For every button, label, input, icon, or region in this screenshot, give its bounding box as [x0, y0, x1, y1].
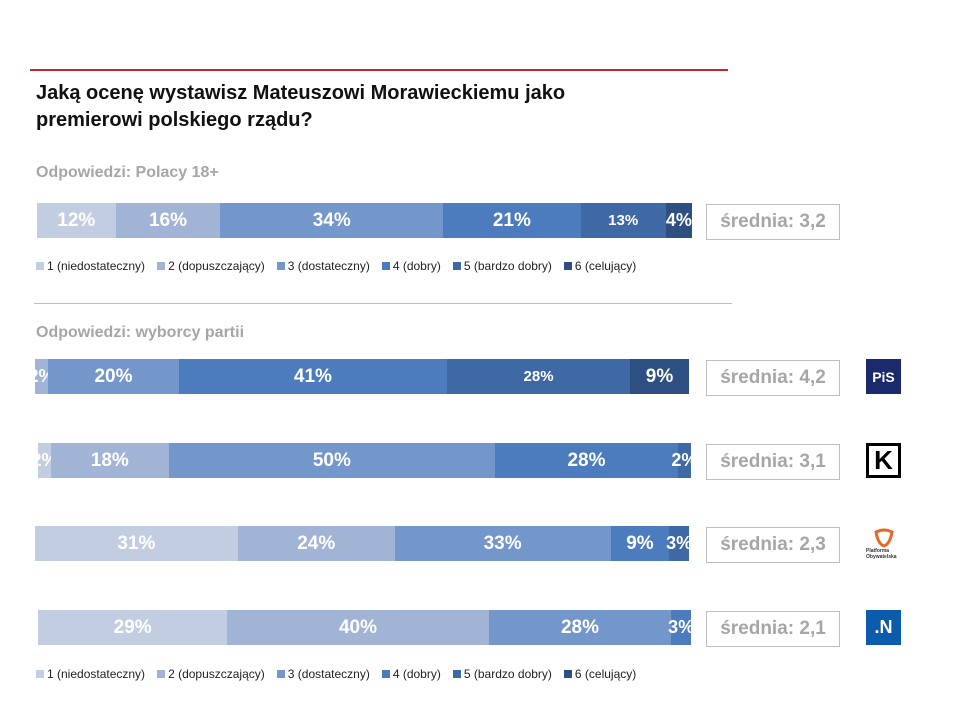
bar-segment-grade-3: 50% — [168, 443, 496, 478]
bar-segment-grade-2: 16% — [115, 203, 221, 238]
party-logo-platforma-obywatelska: Platforma Obywatelska — [866, 526, 901, 561]
legend-item-grade-2: 2 (dopuszczający) — [157, 259, 265, 273]
legend-label: 2 (dopuszczający) — [168, 667, 265, 681]
bar-segment-grade-5: 2% — [671, 443, 697, 478]
legend-swatch — [276, 262, 285, 270]
legend-label: 1 (niedostateczny) — [47, 667, 146, 681]
average-box: średnia: 3,1 — [706, 444, 840, 480]
bar-segment-grade-1: 31% — [35, 526, 238, 561]
bar-segment-grade-3: 34% — [220, 203, 444, 238]
party-logo-pis: PiS — [866, 359, 901, 394]
bar-segment-grade-6: 4% — [665, 203, 692, 238]
bar-segment-grade-3: 33% — [394, 526, 611, 561]
legend-label: 5 (bardzo dobry) — [463, 667, 552, 681]
bar-segment-grade-6: 9% — [630, 359, 689, 394]
bar-nowoczesna: 29% 40% 28% 3% — [38, 610, 694, 645]
legend-swatch — [36, 262, 44, 270]
bar-segment-grade-3: 28% — [488, 610, 672, 645]
bar-polacy-18-: 12% 16% 34% 21% 13% 4% — [37, 203, 692, 238]
legend-item-grade-5: 5 (bardzo dobry) — [452, 259, 552, 273]
legend-item-grade-6: 6 (celujący) — [563, 259, 637, 273]
legend-swatch — [157, 670, 166, 678]
average-box: średnia: 4,2 — [706, 360, 840, 396]
legend-swatch — [452, 262, 461, 270]
bar-segment-grade-1: 29% — [38, 610, 228, 645]
legend-swatch — [157, 262, 166, 270]
average-box: średnia: 2,3 — [706, 527, 840, 563]
bar-segment-grade-3: 20% — [48, 359, 179, 394]
bar-segment-grade-2: 24% — [237, 526, 395, 561]
legend-label: 6 (celujący) — [574, 667, 637, 681]
legend-bottom: 1 (niedostateczny) 2 (dopuszczający) 3 (do… — [36, 667, 636, 681]
bar-segment-grade-2: 2% — [29, 359, 55, 394]
legend-item-grade-1: 1 (niedostateczny) — [36, 667, 145, 681]
bar-segment-grade-5: 28% — [447, 359, 631, 394]
bar-segment-grade-4: 3% — [668, 610, 694, 645]
legend-swatch — [36, 670, 44, 678]
average-box: średnia: 2,1 — [706, 611, 840, 647]
top-red-rule — [30, 69, 728, 71]
bar-pis: 2% 20% 41% 28% 9% — [29, 359, 689, 394]
legend-label: 4 (dobry) — [392, 667, 441, 681]
legend-swatch — [563, 262, 572, 270]
bar-segment-grade-1: 12% — [37, 203, 116, 238]
legend-item-grade-4: 4 (dobry) — [381, 259, 441, 273]
average-box: średnia: 3,2 — [706, 204, 840, 240]
legend-swatch — [452, 670, 461, 678]
party-logo-kukiz-15: K — [866, 443, 901, 478]
legend-item-grade-4: 4 (dobry) — [381, 667, 441, 681]
bar-segment-grade-5: 13% — [580, 203, 666, 238]
legend-item-grade-2: 2 (dopuszczający) — [157, 667, 265, 681]
bar-segment-grade-2: 40% — [227, 610, 489, 645]
bar-platforma-obywatelska: 31% 24% 33% 9% 3% — [35, 526, 692, 561]
bar-segment-grade-5: 3% — [666, 526, 692, 561]
legend-swatch — [381, 670, 390, 678]
legend-swatch — [381, 262, 390, 270]
legend-label: 2 (dopuszczający) — [168, 259, 265, 273]
legend-label: 1 (niedostateczny) — [47, 259, 146, 273]
legend-item-grade-3: 3 (dostateczny) — [276, 259, 370, 273]
bar-segment-grade-1: 2% — [32, 443, 58, 478]
legend-label: 5 (bardzo dobry) — [463, 259, 552, 273]
legend-top: 1 (niedostateczny) 2 (dopuszczający) 3 (do… — [36, 259, 636, 273]
legend-item-grade-6: 6 (celujący) — [563, 667, 637, 681]
divider — [34, 303, 732, 304]
legend-item-grade-3: 3 (dostateczny) — [276, 667, 370, 681]
bar-segment-grade-4: 28% — [495, 443, 678, 478]
legend-swatch — [276, 670, 285, 678]
legend-label: 3 (dostateczny) — [287, 259, 370, 273]
legend-label: 4 (dobry) — [392, 259, 441, 273]
section-label-parties: Odpowiedzi: wyborcy partii — [36, 324, 245, 341]
chart-title: Jaką ocenę wystawisz Mateuszowi Morawiec… — [36, 82, 566, 131]
legend-swatch — [563, 670, 572, 678]
party-logo-nowoczesna: .N — [866, 610, 901, 645]
bar-segment-grade-4: 41% — [178, 359, 447, 394]
legend-label: 3 (dostateczny) — [287, 667, 370, 681]
bar-segment-grade-4: 21% — [443, 203, 581, 238]
bar-kukiz-15: 2% 18% 50% 28% 2% — [32, 443, 697, 478]
bar-segment-grade-4: 9% — [610, 526, 670, 561]
legend-label: 6 (celujący) — [574, 259, 637, 273]
bar-segment-grade-2: 18% — [51, 443, 169, 478]
legend-item-grade-1: 1 (niedostateczny) — [36, 259, 145, 273]
legend-item-grade-5: 5 (bardzo dobry) — [452, 667, 552, 681]
section-label-all: Odpowiedzi: Polacy 18+ — [36, 164, 219, 181]
